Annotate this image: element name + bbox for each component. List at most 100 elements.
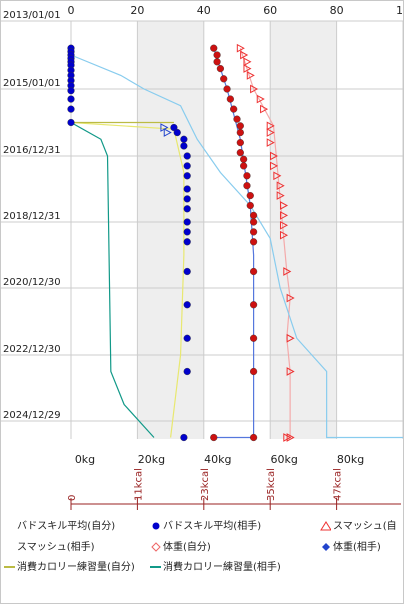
series-2-point-1 (240, 50, 249, 60)
series-4-point-0 (210, 44, 218, 52)
top-axis-tick-4: 80 (330, 4, 344, 17)
legend-item: スマッシュ(相手) (3, 538, 95, 553)
series-1-point-29 (183, 334, 191, 342)
series-2-point-18 (279, 220, 289, 230)
series-1-point-19 (183, 162, 191, 170)
series-4-point-7 (230, 105, 238, 113)
series-1-point-24 (183, 218, 191, 226)
series-2-point-7 (260, 104, 269, 114)
calorie-axis-tick-4: 47kcal (333, 468, 344, 501)
series-lines (70, 48, 403, 439)
legend-label: 消費カロリー練習量(相手) (163, 562, 281, 573)
series-line-8 (70, 54, 403, 439)
teal-line-icon (150, 566, 161, 568)
series-2-point-4 (246, 71, 255, 80)
legend-label: 体重(自分) (163, 542, 211, 553)
series-4-point-4 (220, 75, 228, 83)
series-4-point-22 (250, 238, 258, 246)
calorie-axis-tick-1: 11kcal (133, 468, 144, 501)
series-2-point-19 (279, 230, 289, 240)
calorie-axis-tick-0: 0 (67, 495, 78, 501)
blue-diamond-icon (322, 543, 330, 551)
series-4-point-27 (250, 433, 258, 442)
series-4-point-15 (243, 172, 251, 180)
series-2-point-25 (286, 433, 295, 442)
series-4-point-17 (246, 192, 254, 200)
calorie-axis-tick-2: 23kcal (200, 468, 211, 501)
series-1-point-15 (173, 128, 181, 137)
series-2-point-20 (283, 267, 292, 276)
pink-line-icon (3, 542, 15, 552)
y-axis-tick-6: 2024/12/29 (3, 410, 61, 421)
series-1-point-14 (170, 123, 178, 132)
series-1-point-13 (67, 118, 75, 127)
top-axis-tick-5: 10 (396, 4, 403, 17)
red-triangle-icon (320, 521, 331, 531)
shaded-band-0 (137, 21, 204, 439)
series-line-7 (70, 121, 155, 438)
series-2-point-23 (286, 367, 295, 376)
legend-label: スマッシュ(自 (333, 521, 397, 532)
legend-item: スマッシュ(自 (319, 517, 397, 532)
series-4-point-23 (250, 267, 258, 276)
series-4-point-16 (243, 182, 251, 190)
series-2-point-14 (276, 181, 285, 191)
series-4-point-5 (223, 85, 231, 93)
series-1-point-20 (183, 172, 191, 180)
axes: 0 20 40 60 80 10 2013/01/01 2015/01/01 2016/12/3… (3, 4, 404, 510)
legend-item: 消費カロリー練習量(相手) (149, 558, 281, 573)
series-1-point-25 (183, 228, 191, 236)
series-4-point-14 (240, 162, 248, 170)
series-2-point-2 (243, 57, 252, 67)
legend-label: 体重(相手) (333, 542, 381, 553)
series-1-point-10 (67, 87, 75, 95)
top-axis-tick-3: 60 (263, 4, 277, 17)
series-1-point-18 (183, 152, 191, 160)
bottom-axis-tick-2: 40kg (204, 453, 231, 466)
y-axis-tick-5: 2022/12/30 (3, 344, 61, 355)
legend-item: 体重(相手) (319, 538, 381, 553)
bottom-axis-tick-3: 60kg (271, 453, 298, 466)
shaded-bands (137, 21, 337, 439)
legend-item: バドスキル平均(相手) (149, 517, 261, 532)
series-4-point-6 (226, 95, 234, 103)
series-2-point-16 (279, 201, 289, 210)
series-2-point-13 (273, 171, 282, 181)
series-4-point-18 (246, 201, 254, 210)
series-4-point-25 (250, 334, 258, 342)
series-1-point-27 (183, 267, 191, 276)
series-1-point-31 (180, 433, 188, 442)
series-2-point-17 (279, 211, 289, 220)
series-2-point-22 (286, 333, 295, 343)
olive-line-icon (4, 566, 15, 568)
legend-item: バドスキル平均(自分) (3, 517, 115, 532)
series-2-point-0 (236, 43, 245, 53)
series-1-point-26 (183, 238, 191, 246)
series-4-point-19 (250, 211, 258, 220)
legend-label: 消費カロリー練習量(自分) (17, 562, 135, 573)
yellow-line-icon (3, 521, 15, 531)
series-1-point-28 (183, 301, 191, 309)
series-4-point-8 (233, 115, 241, 123)
legend-item: 消費カロリー練習量(自分) (3, 558, 135, 573)
series-2-point-21 (286, 293, 295, 303)
series-2-point-5 (250, 84, 259, 94)
series-4-point-1 (213, 51, 221, 59)
shaded-band-1 (270, 21, 337, 439)
series-1-point-17 (180, 142, 188, 150)
series-1-point-23 (183, 205, 191, 213)
series-4-point-2 (213, 58, 221, 66)
series-1-point-16 (180, 135, 188, 143)
series-4-point-13 (240, 155, 248, 163)
series-markers (67, 43, 295, 442)
series-2-point-6 (256, 94, 265, 104)
blue-circle-icon (152, 522, 160, 530)
series-4-point-9 (236, 122, 244, 130)
bottom-axis-tick-1: 20kg (138, 453, 165, 466)
series-2-point-11 (270, 151, 279, 161)
bottom-axis-tick-4: 80kg (337, 453, 364, 466)
series-2-point-15 (276, 191, 285, 200)
series-line-0 (70, 121, 185, 438)
series-4-point-21 (250, 228, 258, 236)
y-axis-tick-3: 2018/12/31 (3, 211, 61, 222)
